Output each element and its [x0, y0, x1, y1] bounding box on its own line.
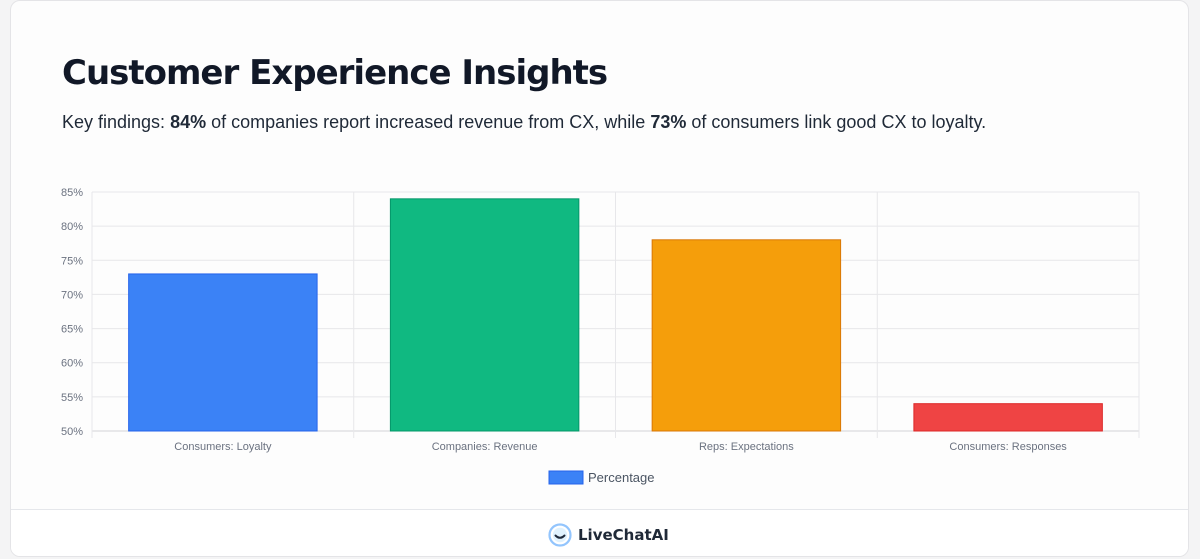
y-tick-label: 70% [61, 289, 83, 301]
legend-label: Percentage [588, 470, 655, 485]
brand-name: LiveChatAI [578, 526, 669, 544]
page-title: Customer Experience Insights [62, 53, 608, 93]
y-tick-label: 80% [61, 221, 83, 233]
findings-suffix: of consumers link good CX to loyalty. [686, 112, 987, 132]
findings-stat-loyalty: 73% [650, 112, 687, 132]
y-tick-label: 85% [61, 187, 83, 199]
findings-middle: of companies report increased revenue fr… [206, 112, 651, 132]
legend-swatch [548, 470, 584, 485]
y-tick-label: 55% [61, 392, 83, 404]
y-tick-label: 65% [61, 324, 83, 336]
bar [913, 403, 1103, 432]
x-tick-label: Reps: Expectations [699, 441, 794, 453]
key-findings-text: Key findings: 84% of companies report in… [62, 112, 986, 133]
y-tick-label: 50% [61, 426, 83, 438]
bar-chart: 50% 55% 60% 65% 70% 75% 80% 85% Consumers: Loyal… [61, 187, 1140, 485]
x-tick-label: Consumers: Responses [949, 441, 1067, 453]
bar [128, 273, 318, 432]
bar [651, 239, 842, 432]
y-tick-label: 60% [61, 358, 83, 370]
bar [389, 198, 580, 432]
x-tick-label: Companies: Revenue [432, 441, 538, 453]
x-tick-label: Consumers: Loyalty [174, 441, 272, 453]
brand[interactable]: LiveChatAI [548, 523, 669, 547]
findings-prefix: Key findings: [62, 112, 171, 132]
findings-stat-revenue: 84% [170, 112, 207, 132]
insights-card: Customer Experience Insights Key finding… [10, 0, 1189, 557]
y-tick-label: 75% [61, 255, 83, 267]
livechatai-logo-icon [548, 523, 572, 547]
footer: LiveChatAI [11, 509, 1188, 556]
